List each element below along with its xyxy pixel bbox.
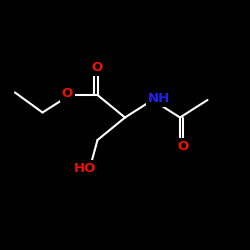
Text: O: O [177,140,188,153]
Text: O: O [62,87,73,100]
Text: O: O [92,61,103,74]
Text: HO: HO [74,162,96,175]
Text: NH: NH [148,92,170,105]
